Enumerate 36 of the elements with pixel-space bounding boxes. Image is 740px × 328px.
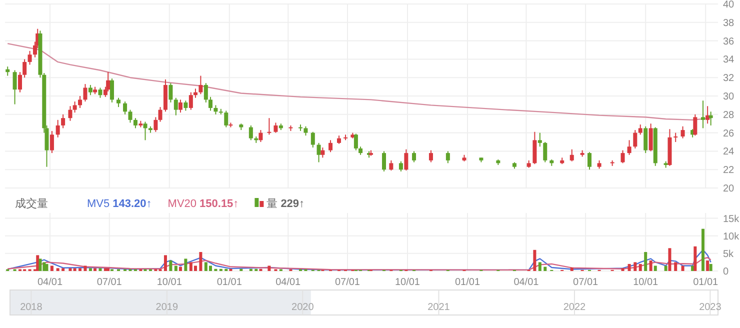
y-tick-label: 38 bbox=[723, 18, 735, 29]
y-tick-label: 36 bbox=[723, 36, 735, 48]
y-tick-label: 28 bbox=[723, 110, 735, 121]
x-tick-label: 10/01 bbox=[156, 277, 182, 288]
y-tick-label: 34 bbox=[723, 54, 735, 66]
y-tick-label: 30 bbox=[723, 92, 735, 102]
legend: MV5 143.20↑ MV20 150.15↑ 量 229↑ bbox=[87, 198, 305, 210]
y-tick-label: 32 bbox=[723, 73, 735, 84]
x2-tick-label: 2018 bbox=[20, 302, 43, 313]
x2-tick-label: 2023 bbox=[699, 302, 722, 313]
x-tick-label: 01/01 bbox=[216, 277, 242, 288]
y-tick-label: 10k bbox=[723, 231, 740, 242]
x-tick-label: 01/01 bbox=[693, 277, 719, 288]
y-tick-label: 26 bbox=[723, 128, 735, 140]
x-tick-label: 10/01 bbox=[633, 277, 659, 288]
y-tick-label: 40 bbox=[723, 0, 735, 10]
x2-tick-label: 2022 bbox=[563, 302, 586, 313]
x-tick-label: 07/01 bbox=[96, 277, 122, 288]
x-tick-label: 07/01 bbox=[334, 277, 360, 288]
x2-tick-label: 2019 bbox=[156, 302, 178, 313]
x-tick-label: 07/01 bbox=[573, 277, 599, 288]
x-tick-label: 01/01 bbox=[454, 277, 480, 288]
y-tick-label: 22 bbox=[723, 165, 735, 176]
y-tick-label: 15k bbox=[723, 214, 740, 225]
x-tick-label: 04/01 bbox=[37, 277, 63, 288]
x2-tick-label: 2020 bbox=[292, 302, 314, 313]
x-tick-label: 04/01 bbox=[514, 277, 540, 288]
y-tick-label: 24 bbox=[723, 146, 735, 158]
x-tick-label: 10/01 bbox=[394, 277, 420, 288]
y-tick-label: 20 bbox=[723, 184, 735, 194]
y-tick-label: 5k bbox=[723, 248, 735, 260]
legend-label: 量 bbox=[266, 198, 278, 210]
chart-title: 成交量 bbox=[15, 197, 48, 210]
y-tick-label: 0 bbox=[723, 266, 729, 278]
x-tick-label: 04/01 bbox=[276, 277, 302, 288]
x2-tick-label: 2021 bbox=[428, 302, 450, 313]
